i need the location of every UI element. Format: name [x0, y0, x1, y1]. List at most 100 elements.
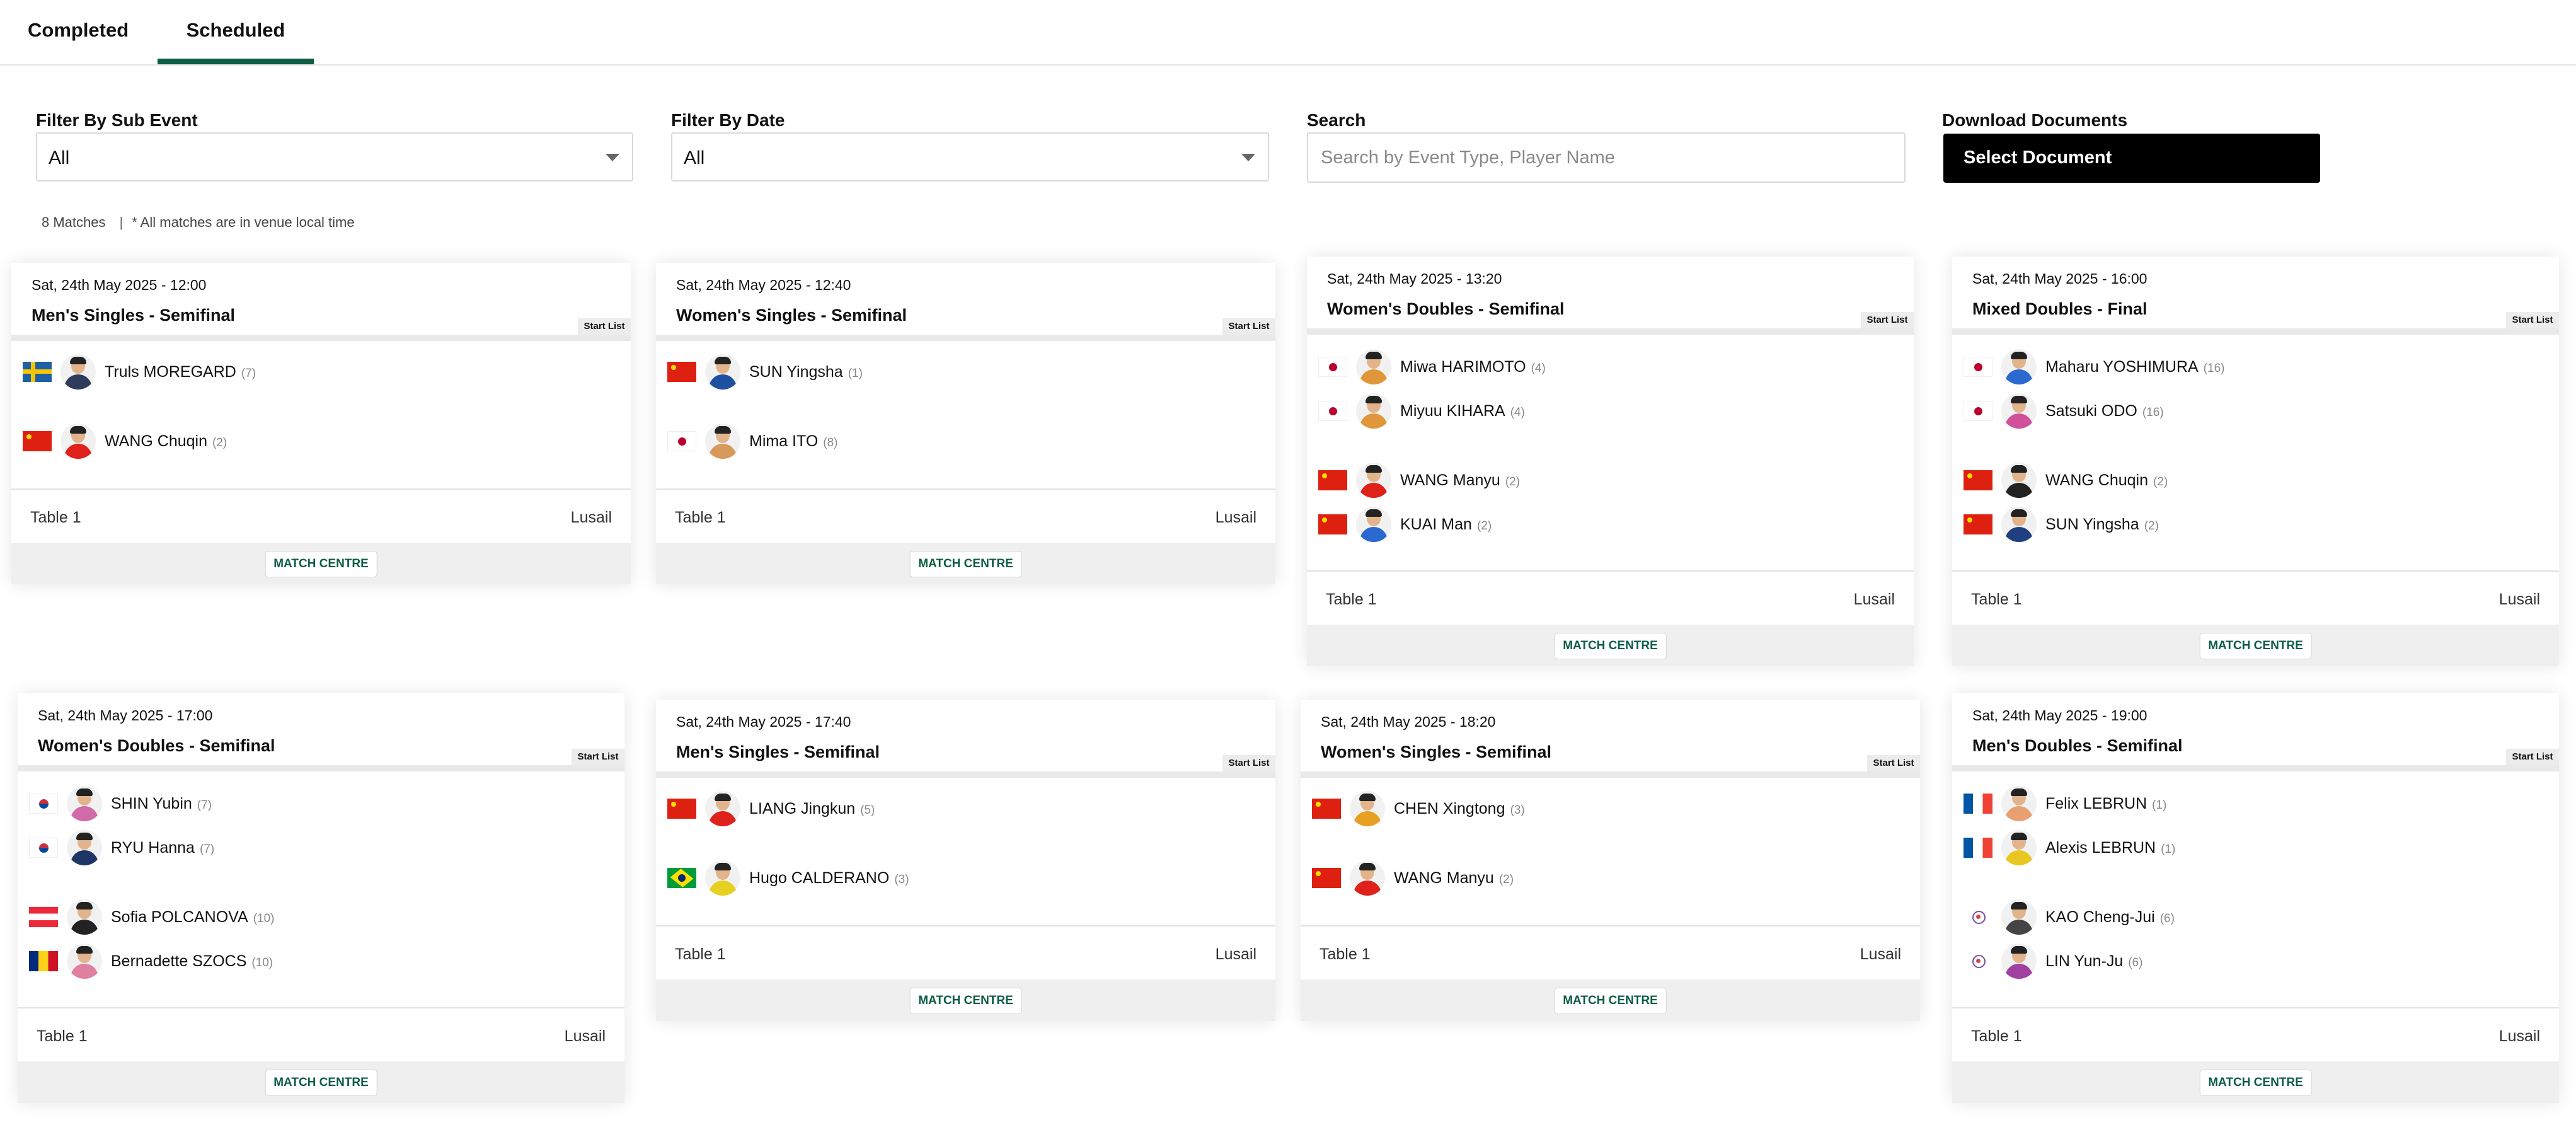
match-table: Table 1: [1971, 591, 2022, 608]
player-name[interactable]: Mima ITO (8): [749, 432, 838, 451]
tab-scheduled[interactable]: Scheduled: [158, 19, 314, 64]
start-list-button[interactable]: Start List: [2506, 312, 2559, 328]
match-card: Sat, 24th May 2025 - 17:00 Women's Double…: [18, 693, 624, 1103]
player-name[interactable]: SUN Yingsha (1): [749, 363, 863, 381]
player-avatar: [67, 786, 102, 821]
match-event-title: Women's Doubles - Semifinal: [1327, 299, 1565, 318]
player-seed: (7): [241, 367, 256, 380]
player-name-text: KAO Cheng-Jui: [2045, 908, 2155, 926]
player-seed: (2): [1498, 873, 1514, 886]
avatar-hair: [76, 902, 93, 910]
player-seed: (10): [251, 956, 273, 969]
avatar-hair: [1366, 465, 1382, 473]
avatar-hair: [715, 794, 731, 801]
player-name[interactable]: KAO Cheng-Jui (6): [2045, 908, 2175, 927]
player-name[interactable]: WANG Manyu (2): [1394, 869, 1514, 887]
player-name[interactable]: Miwa HARIMOTO (4): [1400, 358, 1546, 376]
player-seed: (8): [823, 436, 838, 449]
timezone-note: * All matches are in venue local time: [132, 214, 355, 230]
start-list-button[interactable]: Start List: [572, 749, 624, 765]
download-documents-label: Download Documents: [1942, 110, 2128, 130]
player-name[interactable]: CHEN Xingtong (3): [1394, 800, 1525, 818]
player-name[interactable]: Truls MOREGARD (7): [105, 363, 256, 381]
player-name[interactable]: WANG Manyu (2): [1400, 471, 1520, 490]
flag-icon: [1312, 799, 1341, 819]
match-card: Sat, 24th May 2025 - 12:40 Women's Single…: [656, 263, 1275, 584]
match-venue: Lusail: [564, 1027, 606, 1045]
match-centre-button[interactable]: MATCH CENTRE: [265, 551, 377, 577]
player-name-text: SHIN Yubin: [111, 795, 192, 812]
tab-completed[interactable]: Completed: [28, 19, 129, 41]
player-name[interactable]: Hugo CALDERANO (3): [749, 869, 909, 887]
flag-icon: [1318, 514, 1347, 534]
player-seed: (2): [2144, 519, 2159, 533]
player-name[interactable]: KUAI Man (2): [1400, 516, 1492, 534]
player-name-text: CHEN Xingtong: [1394, 800, 1505, 817]
match-centre-button[interactable]: MATCH CENTRE: [909, 551, 1022, 577]
date-select[interactable]: All: [671, 132, 1269, 182]
player-seed: (2): [212, 436, 227, 449]
player-name[interactable]: Miyuu KIHARA (4): [1400, 402, 1525, 420]
start-list-button[interactable]: Start List: [1861, 312, 1914, 328]
start-list-button[interactable]: Start List: [1867, 755, 1920, 771]
player-name[interactable]: Bernadette SZOCS (10): [111, 952, 273, 971]
player-avatar: [67, 944, 102, 979]
avatar-body: [2005, 527, 2033, 542]
player-seed: (6): [2159, 912, 2175, 925]
card-footer: MATCH CENTRE: [1952, 1061, 2559, 1103]
player-name[interactable]: LIN Yun-Ju (6): [2045, 952, 2142, 971]
start-list-button[interactable]: Start List: [578, 318, 631, 335]
flag-icon: [667, 362, 696, 382]
match-centre-button[interactable]: MATCH CENTRE: [2199, 1070, 2312, 1096]
player-seed: (4): [1531, 362, 1546, 375]
player-name[interactable]: WANG Chuqin (2): [105, 432, 227, 451]
date-filter-label: Filter By Date: [671, 110, 785, 130]
player-name[interactable]: WANG Chuqin (2): [2045, 471, 2168, 490]
match-datetime: Sat, 24th May 2025 - 17:40: [676, 713, 851, 730]
avatar-hair: [76, 788, 93, 796]
flag-icon: [1964, 794, 1992, 814]
match-centre-button[interactable]: MATCH CENTRE: [265, 1070, 377, 1096]
avatar-body: [2005, 369, 2033, 384]
player-name[interactable]: LIANG Jingkun (5): [749, 800, 875, 818]
player-name[interactable]: SUN Yingsha (2): [2045, 516, 2159, 534]
card-footer: MATCH CENTRE: [656, 543, 1275, 584]
sub-event-select[interactable]: All: [36, 132, 633, 182]
flag-icon: [1964, 514, 1992, 534]
match-table: Table 1: [675, 509, 726, 526]
player-name[interactable]: Maharu YOSHIMURA (16): [2045, 358, 2224, 376]
player-name[interactable]: Satsuki ODO (16): [2045, 402, 2164, 420]
match-centre-button[interactable]: MATCH CENTRE: [1554, 988, 1667, 1014]
player-name[interactable]: SHIN Yubin (7): [111, 795, 212, 813]
player-name[interactable]: RYU Hanna (7): [111, 839, 214, 857]
avatar-body: [2005, 850, 2033, 865]
player-name[interactable]: Felix LEBRUN (1): [2045, 795, 2166, 813]
flag-icon: [29, 907, 58, 927]
start-list-button[interactable]: Start List: [1222, 755, 1275, 771]
avatar-hair: [2011, 465, 2027, 473]
match-datetime: Sat, 24th May 2025 - 12:00: [32, 277, 207, 293]
player-avatar: [705, 860, 740, 896]
player-avatar: [67, 830, 102, 865]
player-avatar: [67, 899, 102, 935]
chevron-down-icon: [606, 154, 619, 161]
avatar-hair: [715, 357, 731, 364]
match-centre-button[interactable]: MATCH CENTRE: [2199, 633, 2312, 659]
select-document-button[interactable]: Select Document: [1943, 134, 2320, 183]
match-event-title: Women's Doubles - Semifinal: [38, 736, 275, 755]
player-avatar: [2001, 944, 2037, 979]
start-list-button[interactable]: Start List: [2506, 749, 2559, 765]
search-input[interactable]: [1307, 132, 1906, 183]
match-centre-button[interactable]: MATCH CENTRE: [1554, 633, 1667, 659]
player-name-text: WANG Chuqin: [105, 432, 208, 450]
avatar-hair: [2011, 788, 2027, 796]
match-event-title: Mixed Doubles - Final: [1972, 299, 2148, 318]
flag-icon: [1312, 868, 1341, 888]
match-centre-button[interactable]: MATCH CENTRE: [909, 988, 1022, 1014]
player-name[interactable]: Alexis LEBRUN (1): [2045, 839, 2175, 857]
player-name-text: Mima ITO: [749, 432, 819, 450]
player-name[interactable]: Sofia POLCANOVA (10): [111, 908, 274, 927]
flag-icon: [1318, 470, 1347, 490]
start-list-button[interactable]: Start List: [1222, 318, 1275, 335]
avatar-hair: [1366, 396, 1382, 403]
